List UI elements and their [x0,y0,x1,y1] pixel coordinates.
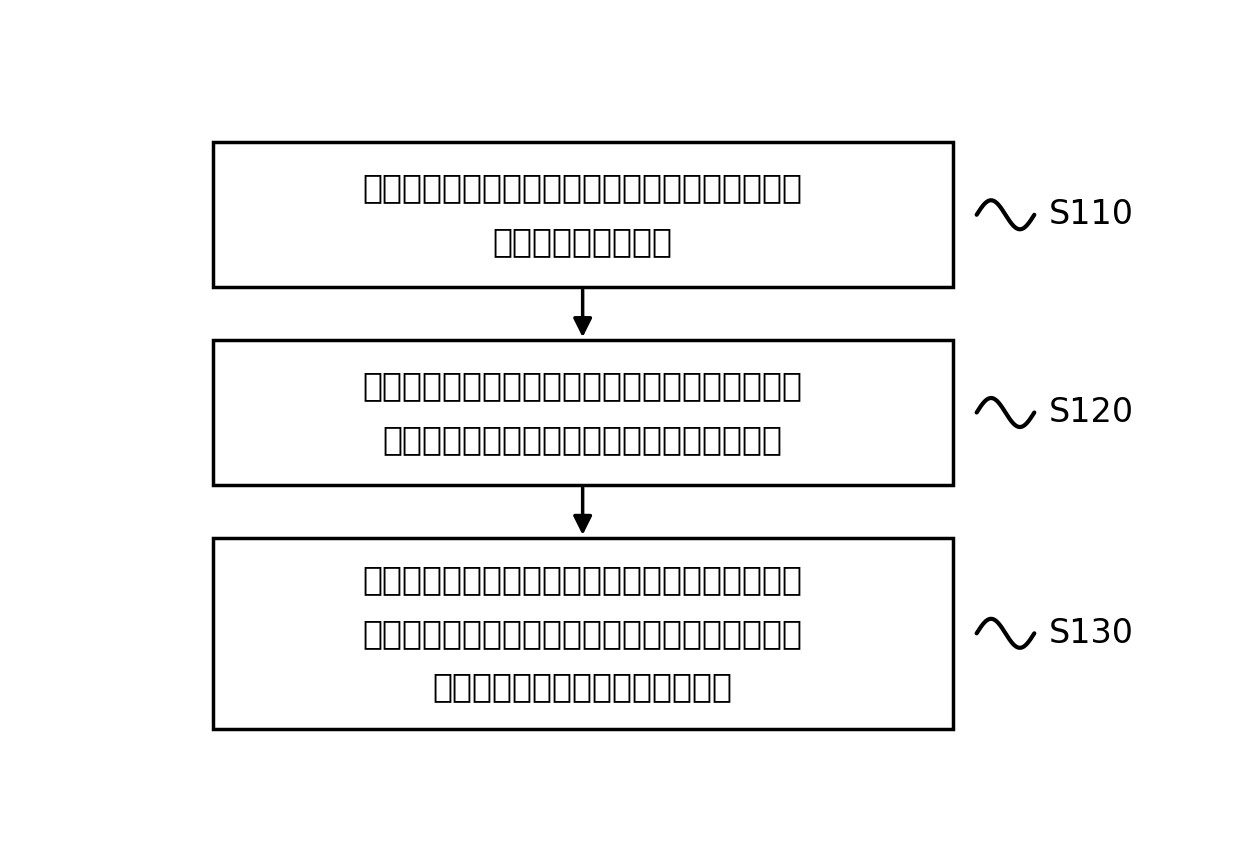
Bar [213,538,952,729]
Text: S120: S120 [1049,396,1133,429]
Text: 根据坐标变换矩阵得到特征点在目标坐标系下的坐
标，根据特征点在目标坐标系下的坐标以及几何关
系确定待标定相机之间的物理距离: 根据坐标变换矩阵得到特征点在目标坐标系下的坐 标，根据特征点在目标坐标系下的坐标… [362,563,802,704]
Text: S110: S110 [1049,199,1133,231]
Text: 对各待标定相机进行手眼标定，获得各待标定相机
对应的坐标变换矩阵: 对各待标定相机进行手眼标定，获得各待标定相机 对应的坐标变换矩阵 [362,171,802,259]
Text: S130: S130 [1049,617,1133,650]
Bar [213,142,952,288]
Bar [213,340,952,485]
Text: 获取目标物体在各待标定相机视野中的图像，并确
定图像中各特征点组成的向量之间的几何关系: 获取目标物体在各待标定相机视野中的图像，并确 定图像中各特征点组成的向量之间的几… [362,369,802,456]
